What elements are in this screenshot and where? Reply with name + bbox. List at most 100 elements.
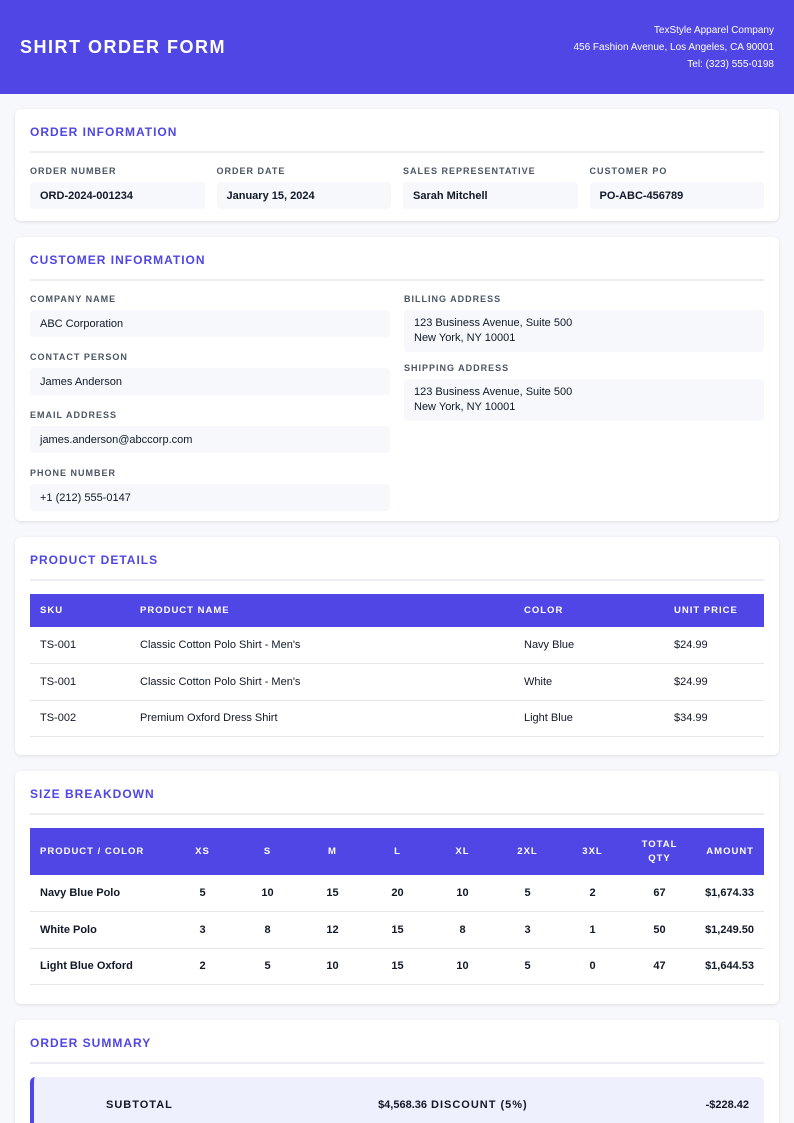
table-row[interactable]: Light Blue Oxford 2 5 10 15 10 5 0 47 $1… <box>30 948 764 985</box>
order-date-value[interactable]: January 15, 2024 <box>216 182 391 209</box>
column-header-xl: XL <box>430 828 495 875</box>
column-header-total-qty: TOTAL QTY <box>625 828 694 875</box>
column-header-amount: AMOUNT <box>694 828 764 875</box>
customer-left-column: COMPANY NAME ABC Corporation CONTACT PER… <box>30 294 390 526</box>
field-label: CUSTOMER PO <box>589 166 668 176</box>
column-header-s: S <box>235 828 300 875</box>
field-label: ORDER NUMBER <box>30 166 117 176</box>
field-label: ORDER DATE <box>216 166 286 176</box>
order-number-value[interactable]: ORD-2024-001234 <box>30 182 205 209</box>
column-header-product-color: PRODUCT / COLOR <box>30 828 170 875</box>
company-address: 456 Fashion Avenue, Los Angeles, CA 9000… <box>573 41 774 53</box>
order-date-field: ORDER DATE January 15, 2024 <box>216 166 391 209</box>
table-row[interactable]: White Polo 3 8 12 15 8 3 1 50 $1,249.50 <box>30 911 764 949</box>
phone-label: PHONE NUMBER <box>30 468 117 478</box>
customer-po-value[interactable]: PO-ABC-456789 <box>589 182 764 209</box>
qty-cell-xl: 10 <box>430 948 495 985</box>
page-header: SHIRT ORDER FORM TexStyle Apparel Compan… <box>0 0 794 94</box>
qty-cell-m: 12 <box>300 911 365 949</box>
qty-cell-l: 15 <box>365 911 430 949</box>
total-qty-cell: 47 <box>625 948 694 985</box>
company-name-label: COMPANY NAME <box>30 294 117 304</box>
shipping-address-field[interactable]: 123 Business Avenue, Suite 500 New York,… <box>404 379 764 421</box>
discount-label: DISCOUNT (5%) <box>431 1099 528 1111</box>
qty-cell-m: 10 <box>300 948 365 985</box>
product-table: SKU PRODUCT NAME COLOR UNIT PRICE TS-001… <box>30 594 764 737</box>
summary-box: SUBTOTAL $4,568.36 DISCOUNT (5%) -$228.4… <box>30 1077 764 1123</box>
subtotal-value: $4,568.36 <box>378 1099 427 1111</box>
product-color-cell: Navy Blue Polo <box>30 875 170 912</box>
table-row[interactable]: Navy Blue Polo 5 10 15 20 10 5 2 67 $1,6… <box>30 875 764 912</box>
shipping-address-line: New York, NY 10001 <box>414 401 516 413</box>
qty-cell-3xl: 2 <box>560 875 625 912</box>
company-info: TexStyle Apparel Company 456 Fashion Ave… <box>573 22 774 73</box>
amount-cell: $1,249.50 <box>694 911 764 949</box>
shipping-address-line: 123 Business Avenue, Suite 500 <box>414 386 573 398</box>
amount-cell: $1,644.53 <box>694 948 764 985</box>
page-title: SHIRT ORDER FORM <box>20 36 226 57</box>
discount-value: -$228.42 <box>705 1099 749 1111</box>
customer-right-column: BILLING ADDRESS 123 Business Avenue, Sui… <box>404 294 764 526</box>
qty-cell-xl: 8 <box>430 911 495 949</box>
column-header-product-name: PRODUCT NAME <box>130 594 514 627</box>
sku-cell: TS-002 <box>30 700 130 737</box>
size-breakdown-table: PRODUCT / COLOR XS S M L XL 2XL 3XL TOTA… <box>30 828 764 985</box>
sales-rep-value[interactable]: Sarah Mitchell <box>403 182 578 209</box>
total-qty-cell: 50 <box>625 911 694 949</box>
section-title: PRODUCT DETAILS <box>30 553 764 581</box>
order-summary-section: ORDER SUMMARY SUBTOTAL $4,568.36 DISCOUN… <box>15 1020 779 1123</box>
sales-rep-field: SALES REPRESENTATIVE Sarah Mitchell <box>403 166 578 209</box>
company-name: TexStyle Apparel Company <box>653 24 774 36</box>
qty-cell-2xl: 5 <box>495 875 560 912</box>
product-name-cell: Premium Oxford Dress Shirt <box>130 700 514 737</box>
email-label: EMAIL ADDRESS <box>30 410 118 420</box>
phone-field[interactable]: +1 (212) 555-0147 <box>30 484 390 511</box>
section-title: SIZE BREAKDOWN <box>30 787 764 815</box>
color-cell: Light Blue <box>514 700 664 737</box>
table-header-row: PRODUCT / COLOR XS S M L XL 2XL 3XL TOTA… <box>30 828 764 875</box>
qty-cell-xs: 3 <box>170 911 235 949</box>
size-breakdown-section: SIZE BREAKDOWN PRODUCT / COLOR XS S M L … <box>15 771 779 1004</box>
qty-cell-3xl: 1 <box>560 911 625 949</box>
subtotal-label: SUBTOTAL <box>106 1099 173 1111</box>
qty-cell-m: 15 <box>300 875 365 912</box>
shipping-address-label: SHIPPING ADDRESS <box>404 363 510 373</box>
column-header-color: COLOR <box>514 594 664 627</box>
table-row[interactable]: TS-001 Classic Cotton Polo Shirt - Men's… <box>30 627 764 664</box>
qty-cell-xs: 2 <box>170 948 235 985</box>
billing-address-line: New York, NY 10001 <box>414 332 516 344</box>
table-row[interactable]: TS-001 Classic Cotton Polo Shirt - Men's… <box>30 663 764 701</box>
qty-cell-s: 10 <box>235 875 300 912</box>
product-details-section: PRODUCT DETAILS SKU PRODUCT NAME COLOR U… <box>15 537 779 755</box>
product-name-cell: Classic Cotton Polo Shirt - Men's <box>130 627 514 664</box>
column-header-sku: SKU <box>30 594 130 627</box>
product-name-cell: Classic Cotton Polo Shirt - Men's <box>130 663 514 701</box>
qty-cell-3xl: 0 <box>560 948 625 985</box>
qty-cell-s: 5 <box>235 948 300 985</box>
column-header-2xl: 2XL <box>495 828 560 875</box>
column-header-m: M <box>300 828 365 875</box>
qty-cell-l: 20 <box>365 875 430 912</box>
field-label: SALES REPRESENTATIVE <box>403 166 536 176</box>
billing-address-field[interactable]: 123 Business Avenue, Suite 500 New York,… <box>404 310 764 352</box>
amount-cell: $1,674.33 <box>694 875 764 912</box>
table-row[interactable]: TS-002 Premium Oxford Dress Shirt Light … <box>30 700 764 737</box>
column-header-l: L <box>365 828 430 875</box>
product-color-cell: White Polo <box>30 911 170 949</box>
qty-cell-l: 15 <box>365 948 430 985</box>
customer-po-field: CUSTOMER PO PO-ABC-456789 <box>589 166 764 209</box>
sku-cell: TS-001 <box>30 663 130 701</box>
contact-person-label: CONTACT PERSON <box>30 352 128 362</box>
total-qty-cell: 67 <box>625 875 694 912</box>
column-header-unit-price: UNIT PRICE <box>664 594 764 627</box>
unit-price-cell: $34.99 <box>664 700 764 737</box>
email-field[interactable]: james.anderson@abccorp.com <box>30 426 390 453</box>
order-number-field: ORDER NUMBER ORD-2024-001234 <box>30 166 205 209</box>
qty-cell-xs: 5 <box>170 875 235 912</box>
color-cell: Navy Blue <box>514 627 664 664</box>
billing-address-label: BILLING ADDRESS <box>404 294 502 304</box>
billing-address-line: 123 Business Avenue, Suite 500 <box>414 317 573 329</box>
company-name-field[interactable]: ABC Corporation <box>30 310 390 337</box>
contact-person-field[interactable]: James Anderson <box>30 368 390 395</box>
company-phone: Tel: (323) 555-0198 <box>687 58 774 70</box>
